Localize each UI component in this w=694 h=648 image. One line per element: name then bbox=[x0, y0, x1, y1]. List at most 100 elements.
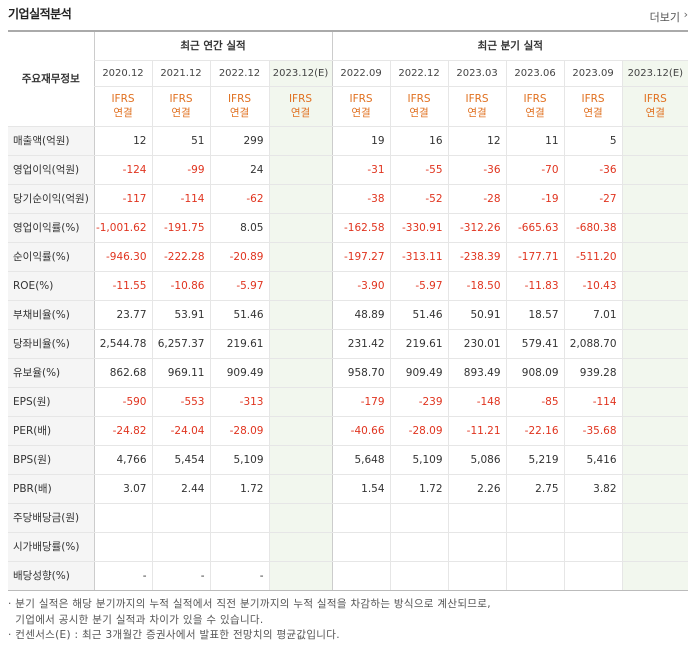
table-row: 영업이익(억원) -124 -99 24 -31 -55 -36 -70 -36 bbox=[8, 155, 689, 185]
value-cell: 23.77 bbox=[93, 299, 152, 330]
more-link[interactable]: 더보기 bbox=[649, 11, 680, 24]
value-cell bbox=[331, 561, 391, 591]
value-cell: -5.97 bbox=[389, 271, 449, 301]
value-cell: 51.46 bbox=[389, 299, 449, 330]
value-cell: 231.42 bbox=[331, 329, 391, 359]
value-cell: 1.72 bbox=[209, 474, 269, 504]
value-cell: 4,766 bbox=[93, 445, 152, 475]
table-row: 당좌비율(%) 2,544.78 6,257.37 219.61 231.42 219.6… bbox=[8, 329, 689, 359]
value-cell: -590 bbox=[93, 386, 152, 417]
table-row: BPS(원) 4,766 5,454 5,109 5,648 5,109 5,086 5,21… bbox=[8, 445, 689, 475]
basis-header[interactable]: IFRS 연결 bbox=[621, 86, 689, 127]
basis-header[interactable]: IFRS 연결 bbox=[331, 86, 391, 127]
value-cell: -148 bbox=[447, 386, 507, 417]
chevron-right-icon[interactable]: › bbox=[683, 8, 688, 21]
value-cell: 7.01 bbox=[563, 299, 623, 330]
value-cell bbox=[621, 532, 689, 562]
row-label: 영업이익(억원) bbox=[8, 155, 94, 185]
value-cell: 24 bbox=[209, 155, 269, 185]
row-label: 시가배당률(%) bbox=[8, 532, 94, 562]
basis-consolidated: 연결 bbox=[290, 107, 311, 119]
basis-header[interactable]: IFRS 연결 bbox=[209, 86, 269, 127]
value-cell: 3.07 bbox=[93, 474, 152, 504]
table-row: PER(배) -24.82 -24.04 -28.09 -40.66 -28.09 -11.… bbox=[8, 416, 689, 446]
value-cell bbox=[389, 502, 449, 533]
value-cell bbox=[563, 502, 623, 533]
basis-header[interactable]: IFRS 연결 bbox=[563, 86, 623, 127]
value-cell: -191.75 bbox=[151, 212, 210, 243]
value-cell: -38 bbox=[331, 184, 391, 214]
value-cell bbox=[151, 532, 210, 562]
value-cell bbox=[268, 155, 333, 185]
value-cell: -114 bbox=[151, 184, 210, 214]
value-cell bbox=[447, 502, 507, 533]
row-label: 순이익률(%) bbox=[8, 242, 94, 272]
value-cell: 909.49 bbox=[389, 358, 449, 388]
period-header: 2022.12 bbox=[389, 60, 449, 87]
basis-header[interactable]: IFRS 연결 bbox=[447, 86, 507, 127]
value-cell: -665.63 bbox=[505, 212, 565, 243]
value-cell bbox=[505, 532, 565, 562]
row-label: 당기순이익(억원) bbox=[8, 184, 94, 214]
basis-ifrs: IFRS bbox=[288, 93, 313, 105]
value-cell bbox=[621, 299, 689, 330]
value-cell: - bbox=[209, 561, 269, 591]
value-cell: -11.55 bbox=[93, 271, 152, 301]
quarter-group-header: 최근 분기 실적 bbox=[331, 30, 689, 61]
value-cell: -19 bbox=[505, 184, 565, 214]
value-cell bbox=[505, 502, 565, 533]
value-cell: -238.39 bbox=[447, 242, 507, 272]
value-cell bbox=[151, 502, 210, 533]
value-cell: -20.89 bbox=[209, 242, 269, 272]
table-row: 유보율(%) 862.68 969.11 909.49 958.70 909.49 893.… bbox=[8, 358, 689, 388]
table-row: PBR(배) 3.07 2.44 1.72 1.54 1.72 2.26 2.75 3.82 bbox=[8, 474, 689, 504]
basis-ifrs: IFRS bbox=[227, 93, 252, 105]
period-header: 2022.09 bbox=[331, 60, 391, 87]
section-header: 기업실적분석 더보기 › bbox=[0, 0, 694, 30]
basis-consolidated: 연결 bbox=[113, 107, 133, 119]
value-cell: -553 bbox=[151, 386, 210, 417]
table-row: 주당배당금(원) bbox=[8, 502, 689, 533]
value-cell bbox=[268, 184, 333, 214]
value-cell bbox=[93, 532, 152, 562]
value-cell bbox=[621, 502, 689, 533]
value-cell: -24.04 bbox=[151, 416, 210, 446]
value-cell bbox=[268, 212, 333, 243]
value-cell: - bbox=[151, 561, 210, 591]
basis-header[interactable]: IFRS 연결 bbox=[268, 86, 333, 127]
footnote-quarterly: · 분기 실적은 해당 분기까지의 누적 실적에서 직전 분기까지의 누적 실적… bbox=[8, 598, 491, 610]
value-cell bbox=[621, 271, 689, 301]
value-cell: 50.91 bbox=[447, 299, 507, 330]
value-cell bbox=[389, 561, 449, 591]
basis-consolidated: 연결 bbox=[229, 107, 250, 119]
value-cell: -10.86 bbox=[151, 271, 210, 301]
value-cell: -28.09 bbox=[389, 416, 449, 446]
basis-ifrs: IFRS bbox=[581, 93, 605, 105]
table-row: ROE(%) -11.55 -10.86 -5.97 -3.90 -5.97 -18.50-… bbox=[8, 271, 689, 301]
period-header: 2023.03 bbox=[447, 60, 507, 87]
row-label: PER(배) bbox=[8, 416, 94, 446]
value-cell: -330.91 bbox=[389, 212, 449, 243]
value-cell: 12 bbox=[447, 126, 507, 156]
value-cell: -27 bbox=[563, 184, 623, 214]
value-cell: 5,416 bbox=[563, 445, 623, 475]
value-cell: 2,088.70 bbox=[563, 329, 623, 359]
basis-header[interactable]: IFRS 연결 bbox=[505, 86, 565, 127]
value-cell bbox=[621, 184, 689, 214]
basis-header[interactable]: IFRS 연결 bbox=[151, 86, 210, 127]
basis-ifrs: IFRS bbox=[643, 93, 667, 105]
value-cell: -124 bbox=[93, 155, 152, 185]
value-cell: 862.68 bbox=[93, 358, 152, 388]
value-cell: -24.82 bbox=[93, 416, 152, 446]
label-column-header: 주요재무정보 bbox=[8, 30, 94, 127]
value-cell: 2.44 bbox=[151, 474, 210, 504]
value-cell: -70 bbox=[505, 155, 565, 185]
basis-header[interactable]: IFRS 연결 bbox=[389, 86, 449, 127]
value-cell: -40.66 bbox=[331, 416, 391, 446]
basis-header[interactable]: IFRS 연결 bbox=[93, 86, 152, 127]
value-cell: -177.71 bbox=[505, 242, 565, 272]
basis-consolidated: 연결 bbox=[409, 107, 429, 119]
value-cell bbox=[209, 532, 269, 562]
table-row: 당기순이익(억원) -117 -114 -62 -38 -52 -28 -19 -27 bbox=[8, 184, 689, 214]
row-label: 당좌비율(%) bbox=[8, 329, 94, 359]
